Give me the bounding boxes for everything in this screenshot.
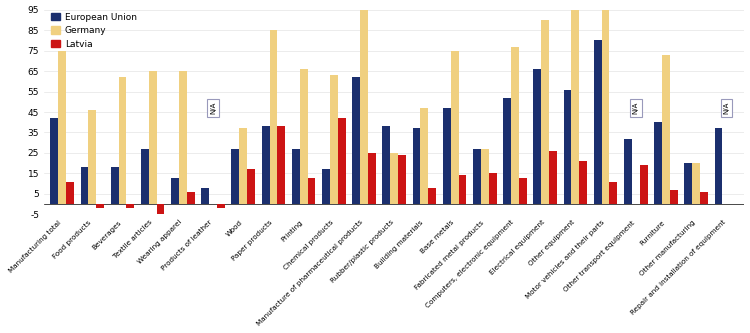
Bar xyxy=(579,161,587,204)
Bar xyxy=(692,163,700,204)
Bar xyxy=(413,129,421,204)
Bar xyxy=(330,75,338,204)
Bar xyxy=(700,192,708,204)
Bar xyxy=(127,204,134,208)
Bar xyxy=(248,169,255,204)
Legend: European Union, Germany, Latvia: European Union, Germany, Latvia xyxy=(49,10,140,52)
Bar xyxy=(489,173,496,204)
Bar xyxy=(292,149,300,204)
Bar xyxy=(96,204,104,208)
Bar xyxy=(662,55,670,204)
Bar xyxy=(118,77,127,204)
Bar xyxy=(308,177,316,204)
Bar xyxy=(503,98,511,204)
Bar xyxy=(262,126,269,204)
Bar xyxy=(670,190,678,204)
Bar xyxy=(80,167,88,204)
Bar xyxy=(300,69,307,204)
Bar xyxy=(217,204,225,208)
Bar xyxy=(390,153,398,204)
Bar xyxy=(88,110,96,204)
Bar xyxy=(519,177,526,204)
Bar xyxy=(278,126,285,204)
Bar xyxy=(50,118,58,204)
Bar xyxy=(239,129,248,204)
Bar xyxy=(654,122,662,204)
Bar xyxy=(428,188,436,204)
Text: N/A: N/A xyxy=(633,102,639,114)
Bar xyxy=(148,71,157,204)
Bar xyxy=(715,129,722,204)
Bar xyxy=(171,177,179,204)
Bar xyxy=(322,169,330,204)
Bar xyxy=(549,151,557,204)
Bar xyxy=(640,165,647,204)
Bar xyxy=(684,163,692,204)
Bar xyxy=(360,10,368,204)
Text: N/A: N/A xyxy=(723,102,729,114)
Bar xyxy=(481,149,489,204)
Bar xyxy=(458,175,466,204)
Bar xyxy=(141,149,148,204)
Bar xyxy=(398,155,406,204)
Bar xyxy=(157,204,164,220)
Text: N/A: N/A xyxy=(210,102,216,114)
Bar xyxy=(572,10,579,204)
Bar xyxy=(594,40,602,204)
Bar xyxy=(382,126,390,204)
Bar xyxy=(563,90,572,204)
Bar xyxy=(111,167,118,204)
Bar xyxy=(542,20,549,204)
Bar xyxy=(58,51,66,204)
Bar xyxy=(269,30,278,204)
Bar xyxy=(232,149,239,204)
Bar xyxy=(368,153,376,204)
Bar xyxy=(533,69,542,204)
Bar xyxy=(66,181,74,204)
Bar xyxy=(473,149,481,204)
Bar xyxy=(610,181,617,204)
Bar xyxy=(421,108,428,204)
Bar xyxy=(352,77,360,204)
Bar xyxy=(338,118,346,204)
Bar xyxy=(624,139,632,204)
Bar xyxy=(602,10,610,204)
Bar xyxy=(442,108,451,204)
Bar xyxy=(187,192,195,204)
Bar xyxy=(511,47,519,204)
Bar xyxy=(451,51,458,204)
Bar xyxy=(201,188,209,204)
Bar xyxy=(179,71,187,204)
